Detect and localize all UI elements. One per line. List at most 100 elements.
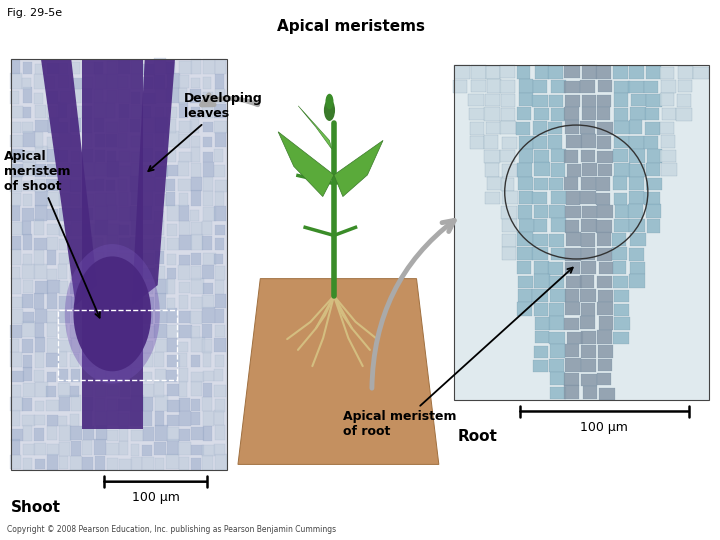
Bar	[84, 327, 95, 338]
Bar	[518, 219, 534, 232]
Bar	[628, 204, 642, 218]
Bar	[95, 150, 105, 163]
Bar	[11, 59, 227, 470]
Bar	[71, 118, 81, 132]
Bar	[215, 75, 224, 89]
Bar	[516, 123, 530, 135]
Bar	[12, 439, 20, 455]
Bar	[59, 123, 68, 133]
Bar	[549, 178, 563, 190]
Bar	[82, 253, 93, 264]
Bar	[179, 312, 191, 323]
Polygon shape	[41, 59, 97, 306]
Bar	[143, 268, 155, 279]
Bar	[581, 374, 596, 386]
Bar	[565, 206, 581, 218]
Bar	[179, 221, 189, 235]
Bar	[548, 65, 563, 79]
Bar	[24, 194, 32, 206]
Bar	[143, 282, 153, 294]
Bar	[155, 395, 168, 411]
Bar	[215, 369, 223, 381]
Bar	[192, 137, 200, 147]
Bar	[551, 150, 566, 163]
Bar	[614, 304, 629, 316]
Bar	[107, 386, 120, 396]
Bar	[179, 399, 190, 411]
Bar	[107, 399, 117, 411]
Bar	[581, 331, 595, 345]
Bar	[119, 104, 130, 118]
Bar	[10, 91, 19, 104]
Bar	[47, 400, 59, 411]
Bar	[48, 250, 56, 265]
Bar	[597, 94, 611, 106]
Bar	[155, 194, 166, 206]
Bar	[215, 206, 225, 221]
Bar	[143, 308, 153, 323]
Bar	[215, 191, 224, 206]
Bar	[660, 67, 675, 79]
Bar	[598, 80, 612, 92]
Bar	[143, 165, 152, 177]
Bar	[613, 233, 626, 246]
Bar	[143, 77, 153, 89]
Bar	[215, 132, 226, 147]
Bar	[567, 232, 581, 246]
Bar	[582, 107, 596, 120]
Bar	[58, 382, 71, 397]
Bar	[202, 351, 211, 367]
Bar	[71, 456, 82, 470]
Bar	[534, 274, 549, 288]
Bar	[660, 150, 676, 162]
Bar	[71, 62, 81, 75]
Bar	[131, 443, 140, 456]
Bar	[71, 180, 81, 192]
Bar	[582, 94, 596, 107]
Bar	[47, 106, 57, 118]
Bar	[107, 252, 117, 265]
Bar	[130, 60, 143, 75]
Bar	[166, 308, 177, 323]
Bar	[534, 108, 549, 120]
Bar	[192, 177, 202, 191]
Bar	[154, 381, 164, 397]
Bar	[500, 150, 515, 162]
Bar	[215, 59, 225, 75]
Bar	[597, 136, 611, 148]
Bar	[154, 325, 167, 338]
Bar	[71, 297, 81, 308]
Bar	[82, 59, 143, 429]
Bar	[203, 137, 212, 147]
Bar	[107, 266, 116, 280]
Bar	[535, 65, 549, 79]
Bar	[192, 336, 204, 352]
Bar	[517, 261, 531, 274]
Bar	[47, 137, 60, 148]
Bar	[47, 209, 58, 220]
Bar	[95, 385, 106, 397]
Bar	[59, 351, 67, 367]
Bar	[118, 76, 127, 89]
Bar	[167, 268, 176, 279]
Bar	[71, 426, 82, 440]
Bar	[35, 251, 44, 265]
Bar	[215, 180, 227, 192]
Bar	[582, 65, 597, 79]
Bar	[204, 427, 212, 441]
Text: Shoot: Shoot	[11, 500, 60, 515]
Bar	[485, 192, 500, 205]
Bar	[469, 108, 485, 120]
Bar	[35, 205, 47, 221]
Bar	[487, 79, 501, 93]
Bar	[58, 416, 67, 426]
Bar	[179, 205, 189, 220]
Bar	[215, 355, 224, 367]
Bar	[106, 180, 115, 191]
Bar	[23, 181, 35, 191]
Bar	[565, 248, 581, 260]
Bar	[454, 65, 470, 79]
Bar	[94, 62, 103, 74]
Bar	[660, 93, 674, 106]
Bar	[107, 161, 119, 177]
